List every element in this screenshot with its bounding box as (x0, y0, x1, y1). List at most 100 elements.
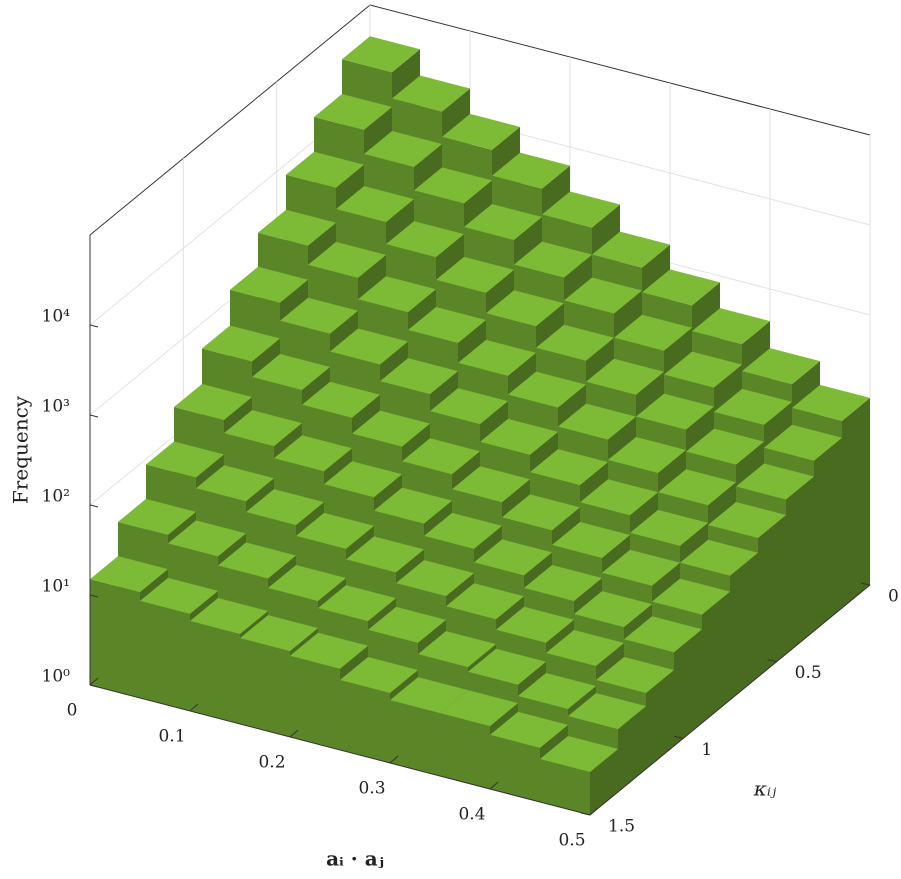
tick-mark (89, 677, 99, 686)
bar-side-face (842, 397, 870, 608)
y-axis-label: κᵢⱼ (753, 777, 777, 801)
bar-top-face (464, 204, 542, 241)
bar-top-face (736, 463, 814, 500)
bar-top-face (146, 441, 224, 478)
bar-top-face (352, 410, 430, 447)
bar-top-face (742, 348, 820, 385)
bar-top-face (342, 36, 420, 73)
bar-top-face (514, 241, 592, 278)
tick-mark (189, 703, 199, 712)
bar-side-face (590, 749, 618, 815)
bar-front-face (140, 600, 190, 711)
bar-top-face (502, 494, 580, 531)
bar-side-face (618, 706, 646, 792)
x-tick-label: 0.2 (258, 753, 285, 773)
x-tick-label: 0 (67, 701, 78, 721)
bar-front-face (390, 700, 440, 776)
bar-top-face (330, 328, 408, 365)
tick-mark (489, 781, 499, 790)
bar-top-face (564, 277, 642, 314)
bar-top-face (608, 437, 686, 474)
bar-top-face (246, 489, 324, 526)
tick-mark (767, 659, 777, 663)
bar-top-face (302, 381, 380, 418)
bar-top-face (258, 209, 336, 246)
bar-top-face (580, 479, 658, 516)
bar-top-face (440, 690, 518, 727)
bar-side-face (786, 476, 814, 654)
bar-top-face (224, 410, 302, 447)
bar-top-face (392, 75, 470, 112)
bar-top-face (436, 256, 514, 293)
bar-top-face (90, 556, 168, 593)
bar-top-face (368, 606, 446, 643)
bar-front-face (490, 734, 540, 802)
z-tick-label: 10¹ (42, 577, 70, 597)
bar-top-face (542, 191, 620, 228)
bar-top-face (318, 585, 396, 622)
bar-top-face (458, 339, 536, 376)
bar-top-face (358, 276, 436, 313)
bar-side-face (814, 437, 842, 631)
y-tick-label: 0.5 (795, 663, 822, 683)
bar-top-face (568, 693, 646, 730)
bar-top-face (268, 565, 346, 602)
bar-top-face (574, 591, 652, 628)
bar-top-face (692, 308, 770, 345)
bar-front-face (290, 655, 340, 750)
bar-top-face (168, 520, 246, 557)
bar-top-face (652, 578, 730, 615)
tick-mark (289, 729, 299, 738)
bar-top-face (196, 465, 274, 502)
bar-top-face (496, 606, 574, 643)
bar-top-face (174, 384, 252, 421)
bar-front-face (540, 759, 590, 815)
bar-top-face (364, 131, 442, 167)
bar-top-face (230, 266, 308, 303)
bar-side-face (758, 515, 786, 677)
bar-top-face (286, 151, 364, 188)
bar-top-face (240, 615, 318, 652)
tick-mark (580, 812, 591, 816)
tick-mark (89, 684, 99, 688)
bar-top-face (252, 354, 330, 391)
bar-top-face (218, 542, 296, 579)
tick-mark (89, 324, 99, 328)
z-axis-label: Frequency (9, 395, 33, 504)
bar-side-face (674, 629, 702, 746)
y-tick-label: 0 (888, 587, 899, 607)
tick-mark (89, 504, 99, 508)
y-tick-label: 1 (701, 740, 712, 760)
bar-top-face (390, 677, 468, 714)
y-tick-label: 1.5 (608, 817, 635, 837)
bar-top-face (452, 466, 530, 503)
tick-mark (389, 755, 399, 764)
bar-top-face (624, 616, 702, 653)
bar-top-face (508, 371, 586, 408)
bar-front-face (340, 679, 390, 763)
bar-top-face (290, 632, 368, 669)
x-tick-label: 0.1 (158, 727, 185, 747)
x-tick-label: 0.4 (458, 805, 485, 825)
bar-top-face (602, 549, 680, 586)
z-tick-label: 10⁰ (42, 667, 71, 687)
bar-top-face (540, 736, 618, 773)
bar-top-face (486, 290, 564, 327)
bar-top-face (386, 221, 464, 258)
bar-top-face (614, 314, 692, 351)
bar-top-face (630, 509, 708, 546)
bar-top-face (558, 403, 636, 440)
bar-top-face (524, 565, 602, 602)
bar-top-face (474, 539, 552, 576)
tick-mark (89, 594, 99, 598)
bar-top-face (408, 306, 486, 343)
bar-top-face (536, 324, 614, 361)
bar-top-face (418, 631, 496, 668)
bar-top-face (424, 512, 502, 549)
bar-front-face (240, 638, 290, 737)
bar-side-face (646, 669, 674, 769)
bar-top-face (636, 393, 714, 430)
bar-top-face (492, 152, 570, 189)
bar-top-face (686, 428, 764, 465)
bar-side-face (702, 591, 730, 723)
